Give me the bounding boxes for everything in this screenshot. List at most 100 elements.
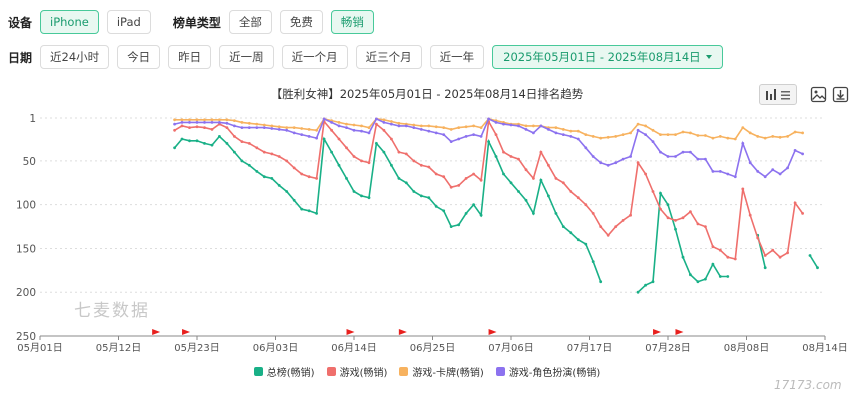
x-tick-label: 07月06日 [488, 342, 533, 354]
data-point [539, 124, 543, 128]
filter-row-date: 日期 近24小时 今日 昨日 近一周 近一个月 近三个月 近一年 2025年05… [8, 45, 731, 69]
data-point [247, 163, 251, 167]
data-point [554, 177, 558, 180]
data-point [225, 126, 229, 129]
data-point [218, 118, 221, 122]
data-point [442, 175, 446, 179]
data-point [173, 118, 177, 122]
data-point [210, 127, 214, 131]
data-point [337, 137, 341, 141]
legend-item[interactable]: 游戏-角色扮演(畅销) [495, 364, 600, 379]
data-point [584, 146, 588, 150]
data-point [330, 121, 333, 124]
data-point [591, 260, 595, 263]
rank-type-label: 榜单类型 [172, 15, 221, 30]
bar-chart-icon[interactable] [761, 88, 795, 102]
data-point [195, 121, 199, 124]
watermark: 七麦数据 [74, 301, 150, 321]
data-point [599, 280, 603, 284]
save-image-button[interactable] [808, 84, 828, 105]
rank-type-free[interactable]: 免费 [279, 10, 323, 34]
download-button[interactable] [830, 84, 850, 105]
data-point [173, 146, 177, 150]
legend-swatch [326, 367, 336, 376]
date-option-yesterday[interactable]: 昨日 [168, 45, 212, 69]
data-point [382, 150, 386, 154]
data-point [442, 126, 446, 129]
date-option-today[interactable]: 今日 [117, 45, 161, 69]
data-point [457, 223, 461, 227]
data-point [644, 283, 647, 287]
device-option-iphone[interactable]: iPhone [40, 10, 99, 34]
data-point [704, 225, 707, 229]
data-point [599, 161, 603, 165]
data-point [539, 150, 543, 154]
data-point [502, 172, 505, 176]
data-point [404, 181, 408, 185]
data-point [524, 124, 528, 128]
list-icon [781, 90, 790, 99]
data-point [195, 125, 199, 129]
data-point [487, 140, 490, 144]
data-point [763, 136, 767, 140]
data-point [689, 131, 692, 135]
data-point [352, 128, 356, 132]
event-flag-icon [398, 329, 407, 339]
y-tick-label: 100 [16, 200, 36, 212]
legend-item[interactable]: 总榜(畅销) [253, 364, 315, 379]
filter-row-device-type: 设备 iPhone iPad 榜单类型 全部 免费 畅销 [8, 10, 382, 34]
data-point [412, 159, 416, 163]
date-range-picker[interactable]: 2025年05月01日 - 2025年08月14日 [492, 45, 723, 69]
data-point [584, 242, 588, 246]
data-point [247, 126, 251, 129]
data-point [240, 121, 244, 124]
data-point [591, 155, 595, 158]
data-point [733, 137, 737, 141]
data-point [666, 216, 670, 220]
data-point [808, 254, 812, 257]
x-tick-label: 08月14日 [802, 342, 847, 354]
data-point [748, 213, 752, 217]
rank-type-grossing[interactable]: 畅销 [330, 10, 374, 34]
data-point [188, 118, 191, 122]
data-point [532, 177, 535, 180]
legend-label: 游戏-卡牌(畅销) [412, 368, 484, 379]
device-label: 设备 [8, 15, 33, 30]
data-point [449, 140, 453, 144]
date-option-year[interactable]: 近一年 [429, 45, 485, 69]
data-point [681, 150, 685, 154]
data-point [636, 290, 640, 294]
data-point [330, 150, 333, 154]
legend-item[interactable]: 游戏-卡牌(畅销) [399, 364, 484, 379]
date-option-24h[interactable]: 近24小时 [40, 45, 110, 69]
device-option-ipad[interactable]: iPad [106, 10, 151, 34]
data-point [704, 134, 707, 137]
data-point [247, 121, 251, 125]
series-line [173, 135, 602, 282]
data-point [793, 201, 797, 205]
date-option-week[interactable]: 近一周 [219, 45, 274, 69]
data-point [614, 135, 618, 138]
rank-type-all[interactable]: 全部 [228, 10, 272, 34]
data-point [591, 212, 595, 215]
data-point [532, 124, 535, 128]
data-point [696, 280, 700, 284]
date-option-3months[interactable]: 近三个月 [355, 45, 422, 69]
data-point [277, 184, 281, 187]
legend-item[interactable]: 游戏(畅销) [326, 364, 387, 379]
data-point [262, 150, 266, 154]
data-point [375, 122, 378, 126]
data-point [756, 135, 760, 138]
data-point [621, 157, 625, 161]
chart-view-toggle [759, 84, 797, 105]
data-point [502, 122, 505, 126]
data-point [599, 136, 603, 140]
data-point [292, 131, 296, 135]
data-point [472, 203, 475, 207]
data-point [419, 194, 423, 198]
data-point [584, 203, 588, 207]
data-point [188, 126, 191, 129]
date-option-month[interactable]: 近一个月 [281, 45, 348, 69]
data-point [180, 124, 184, 128]
data-point [225, 121, 229, 125]
